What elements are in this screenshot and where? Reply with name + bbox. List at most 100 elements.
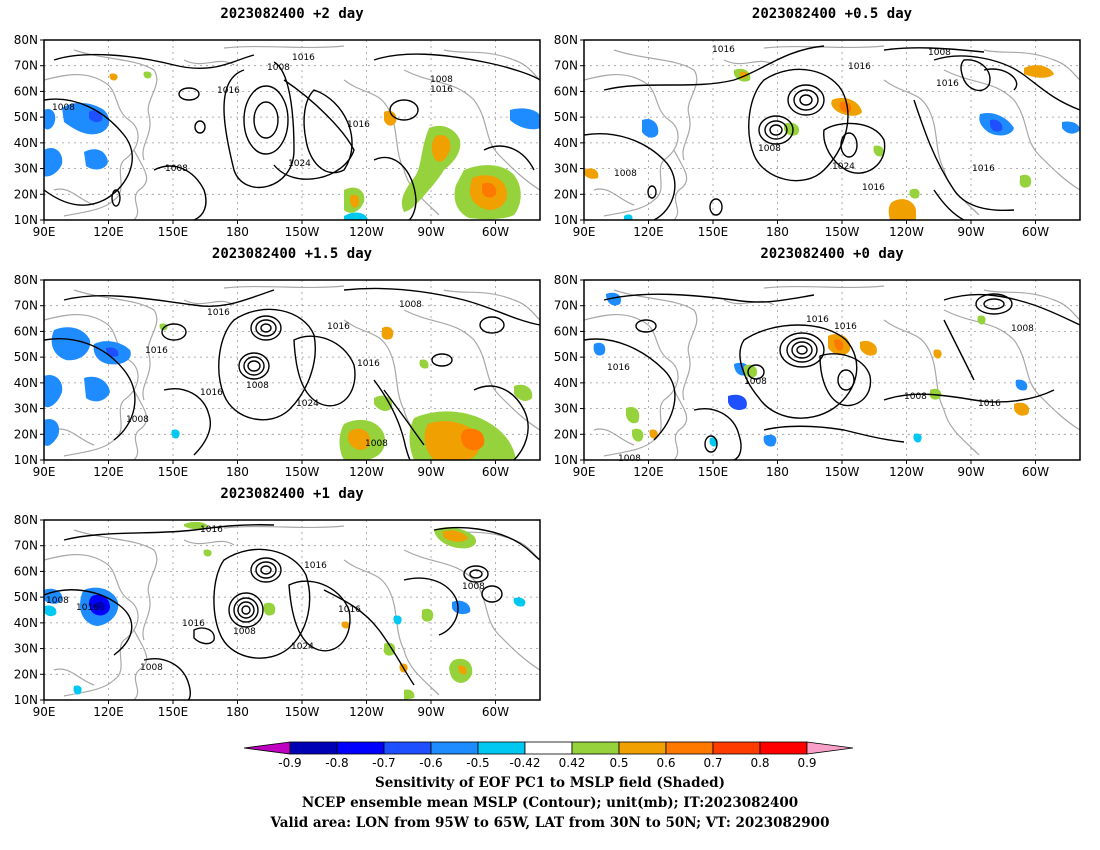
lon-tick-label: 150W	[825, 225, 860, 239]
panel-1-map: 1016 1008 1016 1008 1016 1024 1008 1008 …	[43, 39, 541, 221]
lat-tick-label: 10N	[554, 453, 578, 467]
panel-frame	[583, 279, 1081, 461]
lon-tick-label: 180	[226, 705, 249, 719]
contour-label: 1008	[140, 663, 163, 673]
lon-tick-label: 120E	[93, 225, 124, 239]
lon-tick-label: 60W	[482, 705, 509, 719]
contour-label: 1016	[430, 85, 453, 95]
lon-tick-label: 90W	[957, 225, 984, 239]
colorbar-box	[430, 741, 479, 755]
panel-frame	[583, 39, 1081, 221]
contour-label: 1008	[430, 75, 453, 85]
colorbar-tick-label: -0.6	[419, 756, 442, 770]
lon-tick-label: 90W	[417, 225, 444, 239]
mslp-contours	[43, 287, 541, 461]
contour-label: 1016	[712, 45, 735, 55]
caption-line-1: Sensitivity of EOF PC1 to MSLP field (Sh…	[374, 775, 726, 791]
contour-label: 1008	[365, 439, 388, 449]
lat-tick-label: 40N	[14, 376, 38, 390]
colorbar-box	[665, 741, 714, 755]
contour-label: 1024	[832, 162, 855, 172]
contour-label: 1016	[862, 183, 885, 193]
lon-tick-label: 150W	[285, 225, 320, 239]
contour-label: 1016	[200, 388, 223, 398]
contour-label: 1008	[246, 381, 269, 391]
lon-tick-label: 120E	[633, 465, 664, 479]
colorbar-min-arrow	[243, 741, 291, 755]
contour-label: 1008	[758, 144, 781, 154]
lat-tick-label: 20N	[14, 667, 38, 681]
lon-tick-label: 120W	[349, 225, 384, 239]
colorbar-box	[289, 741, 338, 755]
contour-label: 1016	[304, 561, 327, 571]
lon-tick-label: 90E	[33, 705, 56, 719]
mslp-contours	[43, 524, 541, 701]
lat-tick-label: 60N	[14, 324, 38, 338]
lon-tick-label: 90W	[417, 705, 444, 719]
colorbar-boxes	[243, 741, 854, 755]
contour-label: 1016	[76, 603, 99, 613]
lon-tick-label: 90E	[573, 465, 596, 479]
lat-tick-label: 80N	[554, 273, 578, 287]
colorbar-box	[618, 741, 667, 755]
contour-label: 1008	[904, 392, 927, 402]
panel-frame	[43, 519, 541, 701]
lat-tick-label: 70N	[14, 59, 38, 73]
panel-frame	[43, 39, 541, 221]
contour-labels: 1016 1008 1016 1016 1008 1024 1016 1008 …	[126, 300, 422, 449]
shading-positive	[109, 71, 521, 220]
lat-tick-label: 50N	[554, 110, 578, 124]
contour-label: 1008	[52, 103, 75, 113]
lon-tick-label: 150W	[825, 465, 860, 479]
contour-label: 1016	[936, 79, 959, 89]
lon-tick-label: 180	[226, 225, 249, 239]
lat-tick-label: 30N	[14, 642, 38, 656]
contour-labels: 1016 1008 1016 1008 1016 1024 1008 1008 …	[52, 53, 453, 174]
contour-labels: 1016 1016 1008 1016 1008 1024 1016 1008 …	[46, 525, 485, 673]
lat-tick-label: 10N	[554, 213, 578, 227]
contour-label: 1016	[978, 399, 1001, 409]
panel-4-map: 1016 1008 1016 1016 1008 1008 1016 1008	[583, 279, 1081, 464]
contour-label: 1008	[126, 415, 149, 425]
contour-labels: 1016 1008 1016 1016 1008 1008 1016 1008	[607, 315, 1034, 464]
lat-tick-label: 50N	[14, 110, 38, 124]
lat-tick-label: 60N	[14, 564, 38, 578]
shading-negative	[44, 102, 540, 220]
lon-tick-label: 120W	[349, 465, 384, 479]
panel-2-map: 1016 1008 1016 1016 1008 1024 1016 1008 …	[583, 39, 1081, 221]
colorbar-tick-label: 0.6	[656, 756, 675, 770]
panel-title-4: 2023082400 +0 day	[760, 246, 904, 262]
colorbar-tick-label: 0.5	[609, 756, 628, 770]
contour-label: 1016	[347, 120, 370, 130]
lat-tick-label: 50N	[14, 350, 38, 364]
contour-labels: 1016 1008 1016 1016 1008 1024 1016 1008 …	[614, 45, 995, 193]
lat-tick-label: 30N	[14, 162, 38, 176]
lon-tick-label: 150E	[158, 225, 189, 239]
lat-tick-label: 10N	[14, 453, 38, 467]
contour-label: 1008	[618, 454, 641, 464]
lat-tick-label: 40N	[554, 136, 578, 150]
lon-tick-label: 150E	[158, 705, 189, 719]
colorbar-tick-label: 0.8	[750, 756, 769, 770]
colorbar-box	[759, 741, 808, 755]
colorbar-tick-label: -0.7	[372, 756, 395, 770]
contour-label: 1008	[46, 596, 69, 606]
mslp-contours	[583, 293, 1081, 461]
colorbar-box	[477, 741, 526, 755]
lon-tick-label: 90W	[957, 465, 984, 479]
lat-tick-label: 50N	[14, 590, 38, 604]
lat-tick-label: 40N	[14, 616, 38, 630]
lon-tick-label: 120W	[889, 225, 924, 239]
panel-title-2: 2023082400 +0.5 day	[751, 6, 913, 22]
contour-label: 1016	[834, 322, 857, 332]
lat-tick-label: 40N	[14, 136, 38, 150]
panel-title-3: 2023082400 +1.5 day	[211, 246, 373, 262]
mslp-contours	[583, 45, 1081, 221]
contour-label: 1008	[165, 164, 188, 174]
lat-tick-label: 40N	[554, 376, 578, 390]
lat-tick-label: 60N	[554, 84, 578, 98]
panel-5-map: 1016 1016 1008 1016 1008 1024 1016 1008 …	[43, 519, 541, 701]
contour-label: 1016	[357, 359, 380, 369]
contour-label: 1008	[744, 377, 767, 387]
